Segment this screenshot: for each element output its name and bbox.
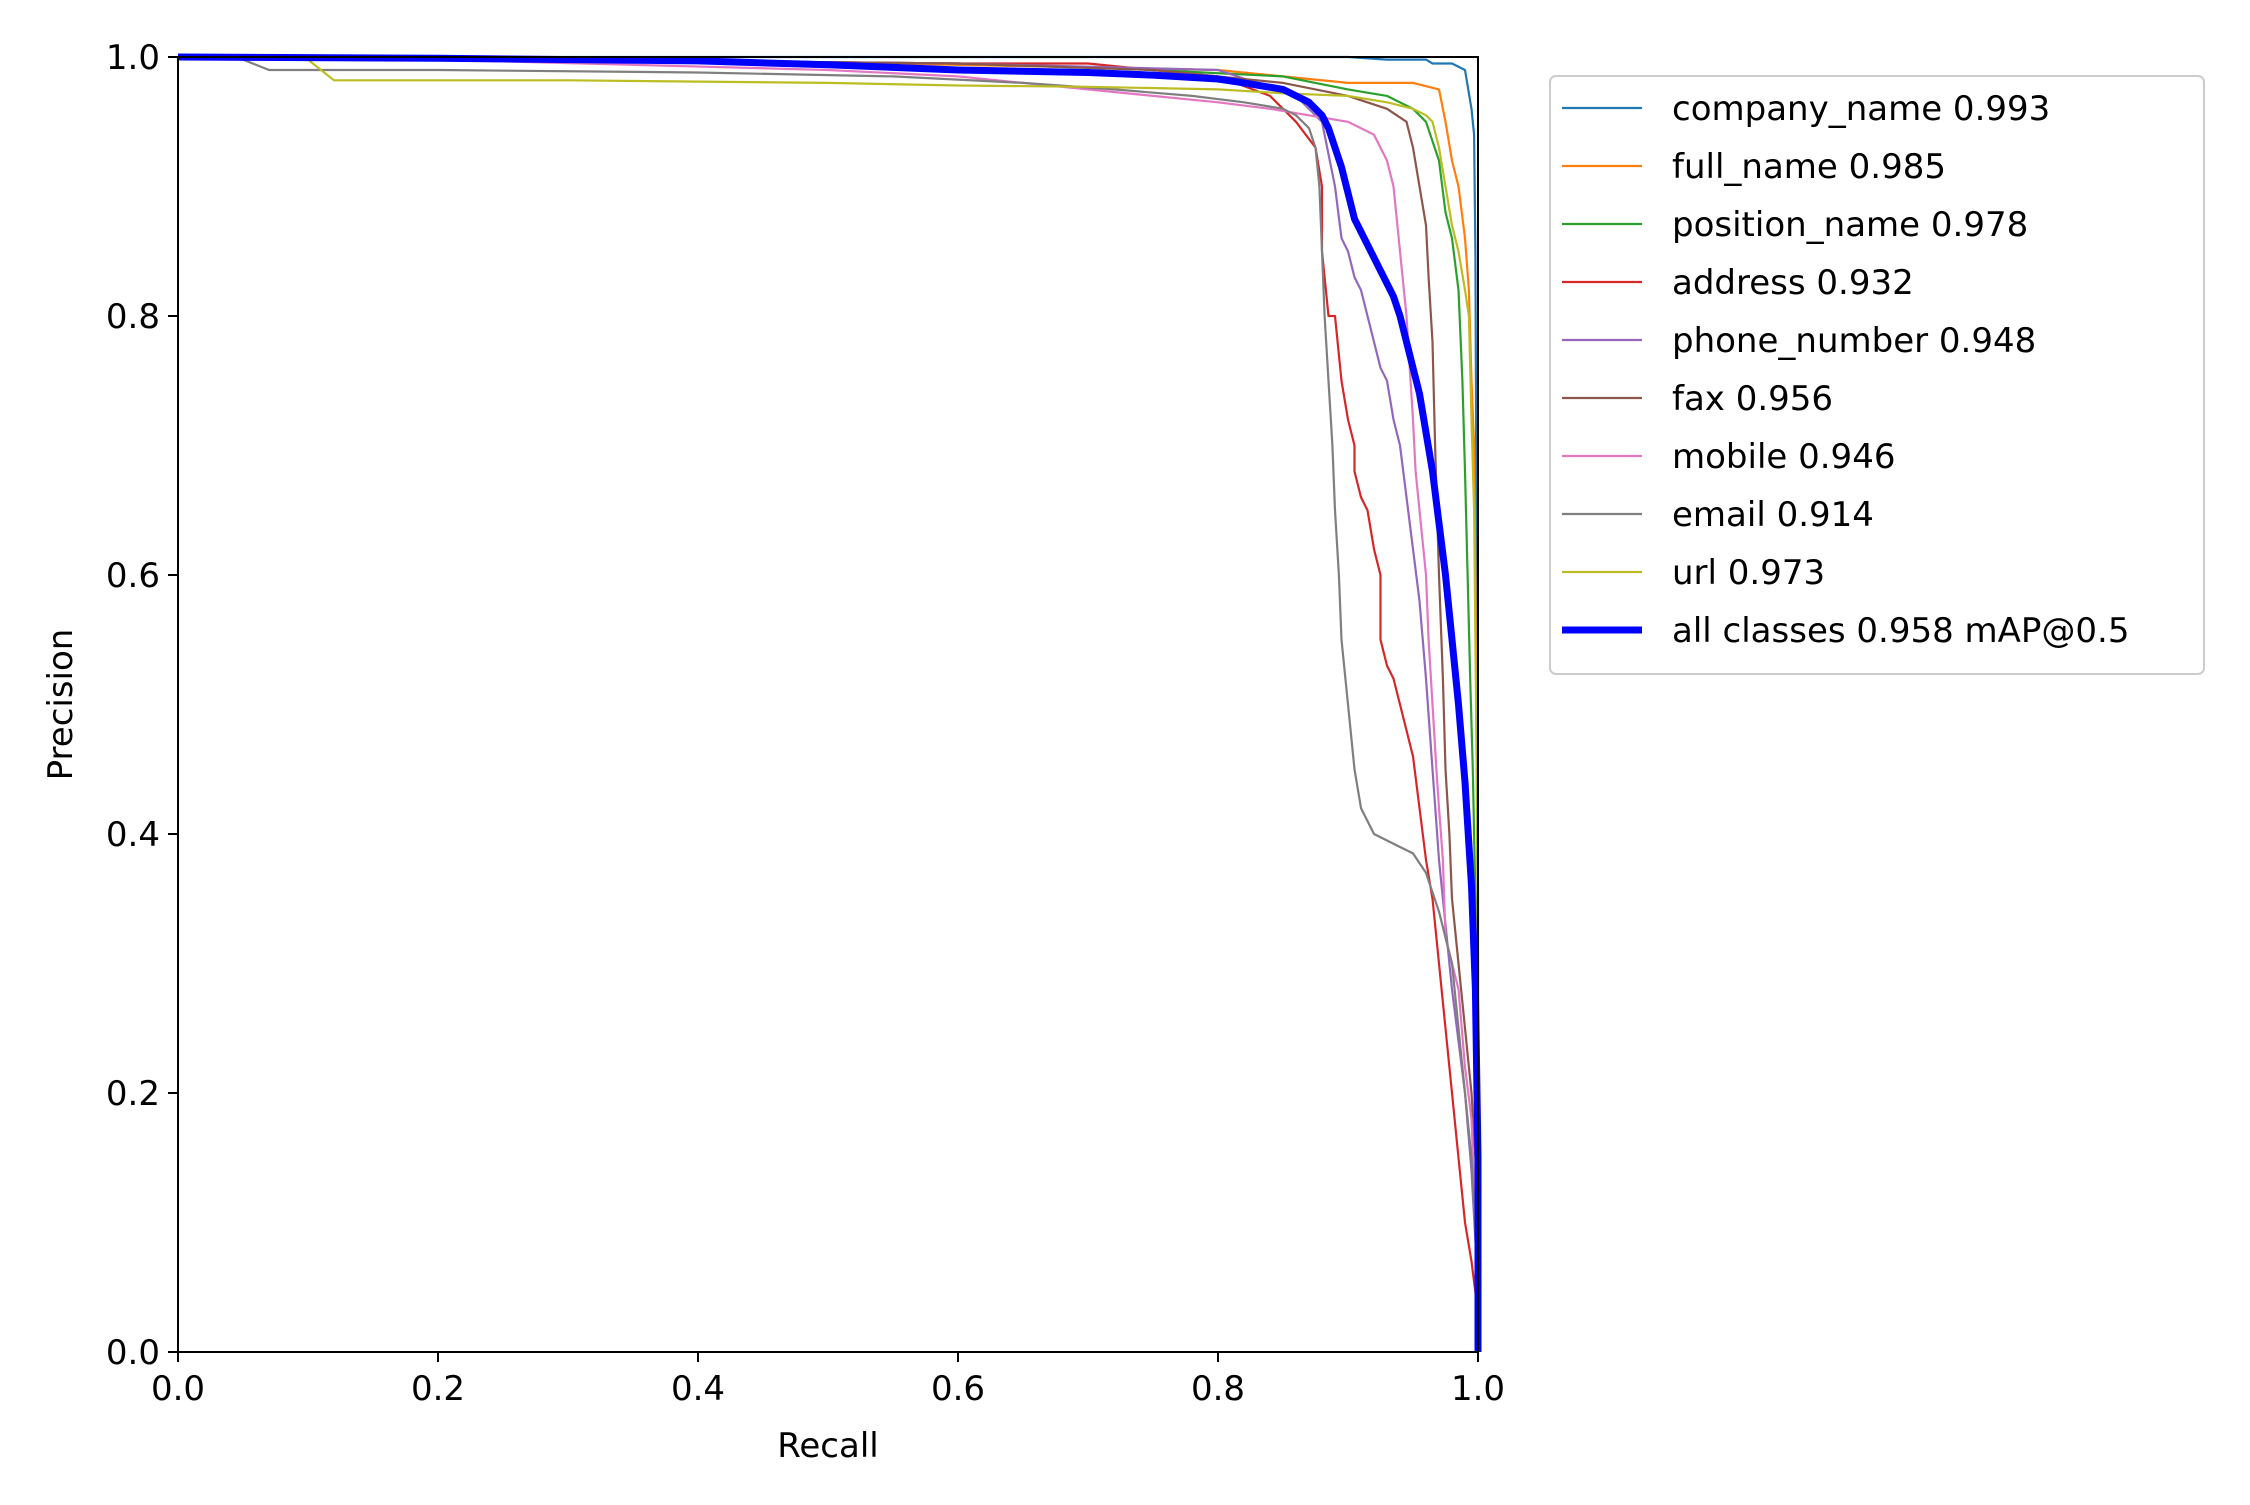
series-line-fax <box>177 55 1480 1352</box>
y-tick-label: 0.0 <box>106 1333 160 1373</box>
legend-label: all classes 0.958 mAP@0.5 <box>1672 611 2129 651</box>
x-tick-label: 0.0 <box>151 1369 205 1409</box>
legend: company_name 0.993 full_name 0.985 positio… <box>1549 75 2205 675</box>
series-line-address <box>177 55 1480 1352</box>
series-line-all-classes <box>177 53 1482 1352</box>
legend-label: fax 0.956 <box>1672 379 1833 419</box>
x-tick-label: 0.8 <box>1191 1369 1245 1409</box>
x-tick-label: 0.2 <box>411 1369 465 1409</box>
legend-label: address 0.932 <box>1672 263 1914 303</box>
plot-frame <box>177 56 1479 1353</box>
series-line-email <box>177 55 1480 1352</box>
y-tick-label: 1.0 <box>106 38 160 78</box>
legend-label: mobile 0.946 <box>1672 437 1895 477</box>
y-axis-title: Precision <box>41 629 81 781</box>
y-tick-label: 0.6 <box>106 556 160 596</box>
series-line-position-name <box>177 55 1480 1352</box>
x-tick-label: 0.6 <box>931 1369 985 1409</box>
y-tick-label: 0.4 <box>106 815 160 855</box>
legend-box <box>1549 75 2205 675</box>
x-tick-label: 1.0 <box>1451 1369 1505 1409</box>
legend-label: full_name 0.985 <box>1672 147 1946 187</box>
legend-label: url 0.973 <box>1672 553 1825 593</box>
y-tick-label: 0.2 <box>106 1074 160 1114</box>
legend-label: company_name 0.993 <box>1672 89 2050 129</box>
x-axis-title: Recall <box>777 1426 878 1466</box>
legend-label: position_name 0.978 <box>1672 205 2028 245</box>
legend-label: phone_number 0.948 <box>1672 321 2036 361</box>
legend-label: email 0.914 <box>1672 495 1874 535</box>
x-tick-label: 0.4 <box>671 1369 725 1409</box>
series-line-url <box>177 55 1480 1352</box>
y-tick-label: 0.8 <box>106 297 160 337</box>
